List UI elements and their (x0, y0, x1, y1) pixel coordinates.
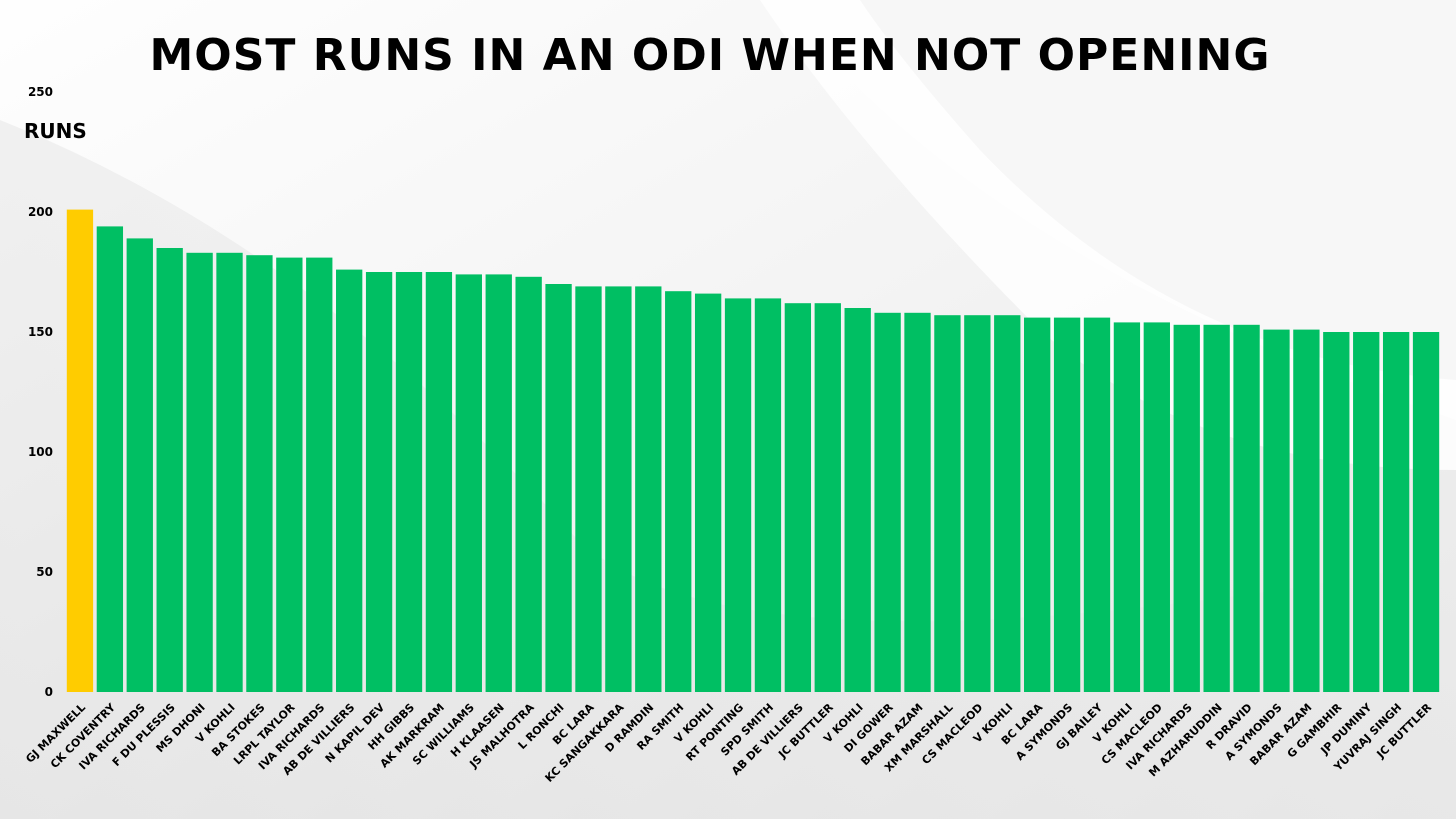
bar (1353, 332, 1380, 692)
y-tick-label: 200 (28, 205, 53, 219)
bar (246, 255, 273, 692)
bar (904, 312, 931, 692)
bars (66, 209, 1440, 693)
bar (964, 315, 991, 692)
bar (1323, 332, 1350, 692)
chart-title: MOST RUNS IN AN ODI WHEN NOT OPENING (150, 30, 1271, 81)
bar (336, 269, 363, 692)
bar (1024, 317, 1051, 692)
bar (874, 312, 901, 692)
bar (1173, 324, 1200, 692)
bar (784, 303, 812, 692)
bar (395, 272, 423, 692)
bar (96, 226, 124, 692)
y-tick-label: 250 (28, 85, 53, 99)
bar (665, 291, 692, 692)
bar (1053, 317, 1081, 692)
y-tick-label: 50 (36, 565, 53, 579)
bar (515, 276, 542, 692)
y-axis-ticks: 0 50 100 150 200 250 (28, 85, 53, 699)
bar (306, 257, 333, 692)
y-axis-label: RUNS (24, 119, 87, 143)
bar (694, 293, 722, 692)
bar (575, 286, 602, 692)
bar (1293, 329, 1320, 692)
bar (1203, 324, 1230, 692)
bar (545, 284, 572, 692)
bar (126, 238, 153, 692)
bar (485, 274, 512, 692)
bar (66, 209, 94, 692)
bar (156, 248, 183, 692)
bar (425, 272, 453, 692)
y-tick-label: 100 (28, 445, 53, 459)
bar (934, 315, 961, 692)
bar (1412, 332, 1440, 692)
bar (814, 303, 841, 692)
bar (276, 257, 303, 692)
bar (605, 286, 632, 692)
bar (1382, 332, 1410, 692)
bar (1263, 329, 1290, 692)
bar (1083, 317, 1111, 692)
bar (844, 308, 871, 692)
y-tick-label: 0 (45, 685, 53, 699)
bar (365, 272, 393, 692)
y-tick-label: 150 (28, 325, 53, 339)
bar (455, 274, 482, 692)
bar (754, 298, 782, 692)
bar (216, 252, 243, 693)
bar (994, 315, 1021, 692)
bar (1143, 322, 1170, 692)
bar (1113, 322, 1141, 692)
bar (186, 252, 213, 693)
bar (1233, 324, 1260, 692)
bar (635, 286, 662, 692)
bar (724, 298, 752, 692)
